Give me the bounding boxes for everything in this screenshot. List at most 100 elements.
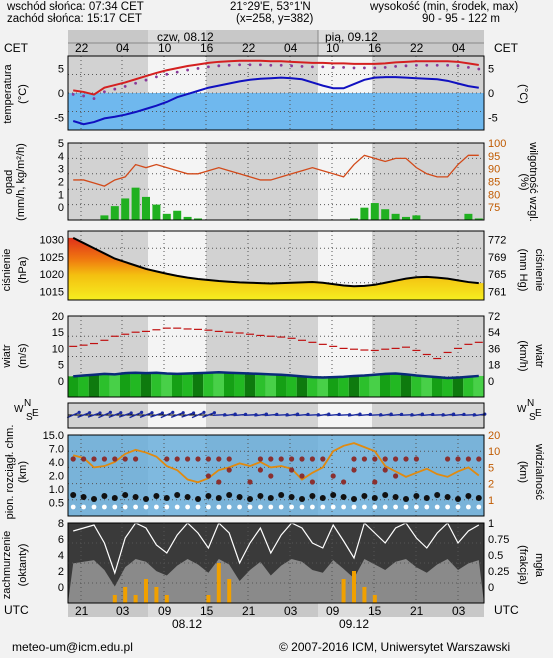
feels-like-point bbox=[446, 63, 449, 67]
cloud-level-low-dot bbox=[361, 493, 368, 499]
cloud-base-dot bbox=[310, 504, 315, 510]
temperature-right-unit: (°C) bbox=[517, 84, 529, 104]
cloud-base-dot bbox=[70, 504, 76, 510]
wind-bar bbox=[463, 376, 474, 397]
precip-bar bbox=[402, 216, 410, 220]
wind-arrow-head bbox=[77, 410, 81, 414]
cloud-base-dot bbox=[278, 504, 284, 510]
wind-arrow-head bbox=[129, 411, 133, 415]
right-tick-temperature: 5 bbox=[488, 63, 494, 75]
feels-like-point bbox=[311, 65, 314, 69]
wind-bar bbox=[452, 377, 464, 397]
cloud-base-dot bbox=[299, 504, 305, 510]
wind-arrow-head bbox=[150, 411, 154, 415]
wind-arrow bbox=[327, 413, 340, 417]
precip-bar bbox=[194, 218, 202, 220]
right-tick-precip: 85 bbox=[488, 177, 500, 189]
right-tick-pressure: 761 bbox=[488, 286, 506, 298]
cloud-level-high-dot bbox=[112, 456, 118, 462]
cloud-level-high-dot bbox=[393, 456, 399, 462]
cloud-base-dot bbox=[476, 504, 482, 510]
pressure-left-label: ciśnienie bbox=[1, 248, 13, 292]
wind-arrow bbox=[254, 413, 267, 417]
footer-email[interactable]: meteo-um@icm.edu.pl bbox=[12, 640, 133, 654]
cloud-base-dot bbox=[393, 504, 398, 510]
right-tick-pressure: 765 bbox=[488, 269, 506, 281]
left-tick-pressure: 1030 bbox=[40, 235, 64, 247]
cloud-level-high-dot bbox=[101, 456, 107, 462]
temperature-left-unit: (°C) bbox=[17, 84, 29, 104]
wind-arrow bbox=[420, 413, 433, 417]
wind-bar bbox=[390, 373, 401, 397]
cloud-base-dot bbox=[133, 504, 139, 510]
cloud-level-high-dot bbox=[445, 456, 451, 462]
wind-arrow-head bbox=[202, 410, 206, 414]
feels-like-point bbox=[477, 67, 481, 71]
feels-like-point bbox=[269, 63, 273, 67]
frame-visibility bbox=[67, 434, 485, 517]
wind-bar bbox=[172, 373, 183, 397]
precip-bar bbox=[100, 215, 109, 220]
precip-bar bbox=[183, 216, 192, 220]
wind-arrow bbox=[233, 413, 246, 417]
pressure-right-label: ciśnienie bbox=[533, 248, 545, 292]
right-tick-wind: 18 bbox=[488, 360, 500, 372]
feels-like-point bbox=[82, 94, 85, 98]
left-tick-wind: 15 bbox=[52, 327, 64, 339]
humidity-right-unit: (%) bbox=[518, 173, 530, 191]
wind-arrow bbox=[410, 413, 423, 417]
bottom-hour-label: 21 bbox=[75, 604, 89, 618]
precip-left-unit: (mm/h, kg/m²/h) bbox=[15, 143, 27, 221]
wind-arrow bbox=[243, 414, 257, 416]
cloud-level-low-dot bbox=[340, 494, 347, 500]
feels-like-point bbox=[331, 66, 335, 69]
visibility-line bbox=[72, 442, 480, 484]
cloud-level-low-dot bbox=[299, 496, 305, 502]
wind-arrow bbox=[118, 412, 132, 418]
cloud-level-low-dot bbox=[174, 492, 181, 498]
fog-bar bbox=[123, 587, 128, 603]
top-hour-label: 10 bbox=[326, 41, 340, 55]
right-tick-precip: 95 bbox=[488, 151, 500, 163]
wind-arrow bbox=[285, 413, 298, 417]
feels-like-point bbox=[373, 66, 377, 70]
cloud-base-dot bbox=[216, 504, 222, 510]
panel-precip-night-band bbox=[372, 143, 484, 220]
cloud-level-low-dot bbox=[122, 492, 129, 498]
cloud-level-low-dot bbox=[371, 495, 378, 501]
left-tick-pressure: 1020 bbox=[40, 269, 64, 281]
cloud-level-high-dot bbox=[81, 456, 87, 462]
cloud-level-high-dot bbox=[195, 456, 201, 462]
fog-right-unit: (frakcja) bbox=[517, 545, 529, 585]
wind-bar bbox=[192, 373, 204, 397]
wind-arrow bbox=[316, 413, 329, 417]
cloud-level-mid-dot bbox=[268, 473, 274, 479]
top-hour-label: 22 bbox=[75, 41, 89, 55]
cloud-level-low-dot bbox=[278, 492, 285, 498]
fog-bar bbox=[133, 595, 138, 603]
top-hour-label: 04 bbox=[452, 41, 466, 55]
cloud-level-low-dot bbox=[143, 496, 149, 502]
cloud-total-line bbox=[73, 521, 480, 575]
cloud-level-high-dot bbox=[476, 456, 482, 462]
feels-like-point bbox=[175, 70, 179, 74]
cloud-level-high-dot bbox=[122, 456, 128, 462]
wind-arrow bbox=[462, 414, 475, 416]
fog-bar bbox=[144, 579, 148, 603]
left-tick-temperature: 0 bbox=[58, 88, 64, 100]
feels-like-point bbox=[394, 64, 397, 68]
wind-bar bbox=[328, 377, 339, 397]
cloud-level-mid-dot bbox=[205, 473, 211, 479]
top-hour-label: 16 bbox=[200, 41, 214, 55]
wind-arrow bbox=[306, 414, 319, 416]
cloud-level-high-dot bbox=[174, 456, 180, 462]
precip-bar bbox=[381, 209, 390, 220]
cloud-level-high-dot bbox=[70, 456, 76, 462]
wind-bar bbox=[338, 376, 349, 397]
coords-text: 21°29'E, 53°1'N bbox=[230, 1, 311, 13]
cloud-level-low-dot bbox=[267, 495, 274, 501]
right-tick-pressure: 772 bbox=[488, 235, 506, 247]
right-tick-precip: 75 bbox=[488, 202, 500, 214]
precip-bar bbox=[152, 204, 161, 220]
frame-cloud bbox=[67, 522, 485, 604]
